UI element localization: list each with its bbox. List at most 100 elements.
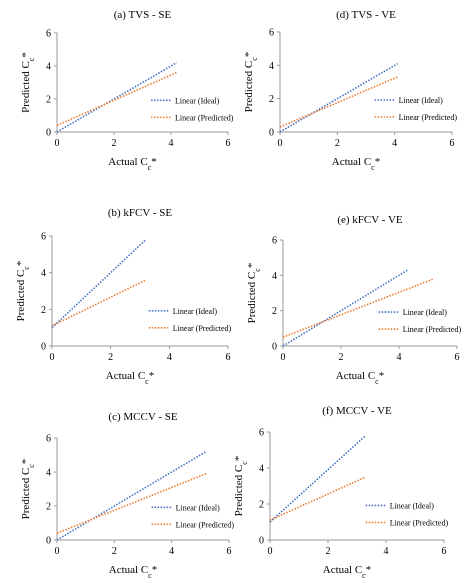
y-tick-label: 0 (272, 342, 277, 353)
legend-label: Linear (Predicted) (176, 520, 235, 529)
x-tick-label: 6 (442, 546, 447, 557)
x-axis-label-part: Actual C (109, 564, 148, 576)
trend-line (269, 476, 367, 521)
y-axis-label-part: Predicted C (243, 61, 255, 113)
y-axis-label: Predicted Cc* (233, 456, 249, 517)
x-tick-label: 4 (169, 546, 174, 557)
y-axis-label-part: c (22, 266, 31, 270)
trend-line (269, 435, 367, 523)
x-axis-label: Actual Cc* (108, 156, 156, 172)
x-axis-label: Actual Cc* (323, 564, 371, 580)
y-tick-label: 4 (269, 61, 274, 72)
legend-label: Linear (Ideal) (399, 96, 444, 105)
x-tick-label: 0 (278, 138, 283, 149)
y-tick-label: 6 (46, 434, 51, 445)
trend-line (51, 279, 147, 327)
y-axis-label-part: * (15, 261, 27, 267)
y-tick-label: 4 (41, 268, 46, 279)
y-axis-label-part: Predicted C (246, 272, 258, 324)
y-axis-label: Predicted Cc* (20, 52, 36, 113)
y-tick-label: 2 (259, 500, 264, 511)
trend-line (279, 76, 398, 128)
legend-label: Linear (Ideal) (403, 308, 448, 317)
x-tick-label: 6 (450, 138, 455, 149)
x-axis-label-part: c (148, 571, 152, 580)
legend-label: Linear (Predicted) (173, 324, 232, 333)
y-axis-label-part: c (253, 268, 262, 272)
x-tick-label: 0 (55, 138, 60, 149)
x-axis-label-part: Actual C (108, 156, 147, 168)
x-tick-label: 0 (281, 352, 286, 363)
y-axis-label: Predicted Cc* (20, 459, 36, 520)
x-tick-label: 0 (55, 546, 60, 557)
x-axis-label-part: * (379, 370, 385, 382)
y-tick-label: 2 (46, 502, 51, 513)
panel-title: (a) TVS - SE (114, 9, 172, 21)
x-tick-label: 6 (226, 138, 231, 149)
y-axis-label-part: * (20, 459, 32, 465)
legend-label: Linear (Predicted) (175, 113, 234, 122)
x-axis-label-part: * (375, 156, 381, 168)
legend-label: Linear (Ideal) (390, 501, 435, 510)
x-axis-label-part: * (149, 370, 155, 382)
y-tick-label: 0 (46, 128, 51, 139)
trend-line (51, 239, 147, 329)
y-tick-label: 0 (269, 128, 274, 139)
x-axis-label-part: * (152, 564, 158, 576)
x-axis-label-part: * (366, 564, 372, 576)
panel-title: (f) MCCV - VE (322, 405, 392, 417)
panel-title: (d) TVS - VE (336, 9, 396, 21)
y-tick-label: 0 (46, 536, 51, 547)
x-axis-label-part: c (145, 377, 149, 386)
panel-title: (e) kFCV - VE (337, 214, 403, 226)
x-tick-label: 6 (226, 352, 231, 363)
x-axis-label: Actual Cc* (109, 564, 157, 580)
x-tick-label: 6 (227, 546, 232, 557)
y-axis-label-part: * (243, 52, 255, 58)
x-axis-label: Actual Cc* (336, 370, 384, 386)
legend-label: Linear (Predicted) (399, 113, 458, 122)
y-tick-label: 4 (272, 271, 277, 282)
trend-line (56, 71, 178, 127)
y-tick-label: 0 (41, 342, 46, 353)
y-axis-label-part: * (20, 52, 32, 58)
y-axis-label-part: c (27, 464, 36, 468)
x-axis-label-part: Actual C (106, 370, 145, 382)
trend-line (56, 62, 178, 133)
y-tick-label: 2 (269, 94, 274, 105)
panel-title: (c) MCCV - SE (108, 411, 177, 423)
y-axis-label-part: c (27, 57, 36, 61)
y-tick-label: 6 (259, 428, 264, 439)
trend-line (56, 450, 207, 541)
y-axis-label-part: Predicted C (15, 270, 27, 322)
x-axis-label: Actual Cc* (106, 370, 154, 386)
legend-label: Linear (Ideal) (176, 503, 221, 512)
y-axis-label-part: * (233, 456, 245, 462)
x-tick-label: 4 (397, 352, 402, 363)
trend-line (279, 62, 398, 133)
x-axis-label-part: Actual C (336, 370, 375, 382)
y-axis-label-part: Predicted C (20, 468, 32, 520)
x-axis-label-part: c (148, 163, 152, 172)
panel-title: (b) kFCV - SE (108, 207, 173, 219)
x-tick-label: 2 (112, 546, 117, 557)
y-tick-label: 4 (46, 62, 51, 73)
y-tick-label: 6 (41, 232, 46, 243)
x-tick-label: 4 (169, 138, 174, 149)
x-tick-label: 0 (50, 352, 55, 363)
x-tick-label: 2 (108, 352, 113, 363)
x-axis-label-part: c (362, 571, 366, 580)
y-tick-label: 6 (272, 236, 277, 247)
x-tick-label: 2 (112, 138, 117, 149)
y-axis-label-part: Predicted C (233, 465, 245, 517)
y-tick-label: 2 (272, 306, 277, 317)
x-tick-label: 2 (339, 352, 344, 363)
y-axis-label-part: c (250, 57, 259, 61)
x-axis-label-part: * (151, 156, 157, 168)
y-tick-label: 4 (46, 468, 51, 479)
